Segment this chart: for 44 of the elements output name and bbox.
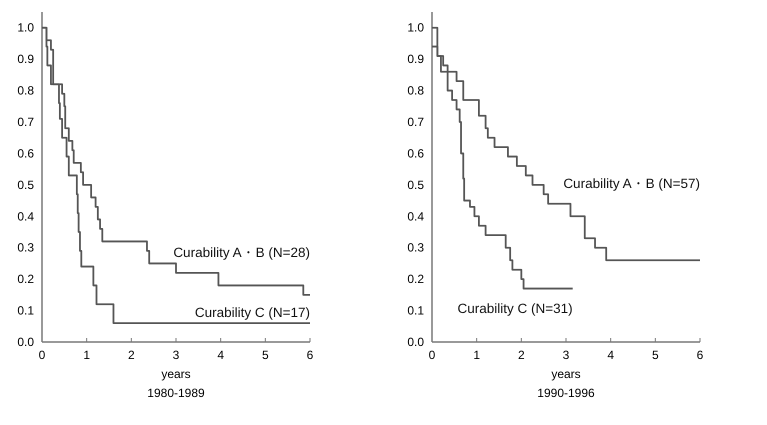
y-tick-label: 0.1 — [407, 304, 424, 318]
x-tick-label: 4 — [217, 348, 224, 362]
y-tick-label: 0.6 — [17, 146, 34, 160]
x-tick-label: 6 — [306, 348, 314, 362]
x-tick-label: 2 — [518, 348, 525, 362]
y-tick-label: 0.2 — [407, 272, 424, 286]
series-label: Curability A・B (N=28) — [173, 245, 310, 260]
y-tick-label: 0.3 — [17, 240, 34, 255]
y-tick-label: 0.5 — [17, 178, 34, 192]
y-tick-label: 0.0 — [407, 335, 424, 349]
y-tick-label: 0.7 — [17, 115, 34, 129]
series-label: Curability C (N=17) — [194, 304, 310, 320]
y-tick-label: 0.5 — [407, 178, 424, 192]
y-tick-label: 0.3 — [407, 240, 424, 255]
x-tick-label: 0 — [428, 348, 436, 362]
text: 1980-1989 — [147, 386, 206, 400]
x-tick-label: 5 — [262, 348, 269, 362]
y-tick-label: 0.8 — [407, 84, 424, 98]
text: 1990-1996 — [537, 386, 596, 400]
series-label: Curability C (N=31) — [458, 300, 573, 316]
y-tick-label: 0.6 — [407, 146, 424, 160]
x-tick-label: 4 — [607, 348, 614, 362]
x-tick-label: 1 — [473, 348, 480, 362]
x-tick-label: 6 — [696, 348, 704, 362]
y-tick-label: 0.2 — [17, 272, 34, 286]
series-label: Curability A・B (N=57) — [563, 176, 700, 191]
y-tick-label: 0.9 — [407, 52, 424, 66]
y-tick-label: 0.8 — [17, 84, 34, 98]
x-axis-title: years — [161, 367, 191, 381]
y-tick-label: 0.1 — [17, 304, 34, 318]
y-tick-label: 1.0 — [407, 20, 424, 35]
x-axis-title: years — [551, 367, 581, 381]
y-tick-label: 0.9 — [17, 52, 34, 66]
y-tick-label: 0.4 — [407, 209, 424, 224]
y-tick-label: 0.4 — [17, 209, 34, 224]
x-tick-label: 5 — [652, 348, 659, 362]
x-tick-label: 3 — [172, 348, 180, 362]
y-tick-label: 0.7 — [407, 115, 424, 129]
x-tick-label: 3 — [562, 348, 570, 362]
x-tick-label: 2 — [128, 348, 135, 362]
x-tick-label: 1 — [83, 348, 90, 362]
x-tick-label: 0 — [38, 348, 46, 362]
y-tick-label: 1.0 — [17, 20, 34, 35]
y-tick-label: 0.0 — [17, 335, 34, 349]
